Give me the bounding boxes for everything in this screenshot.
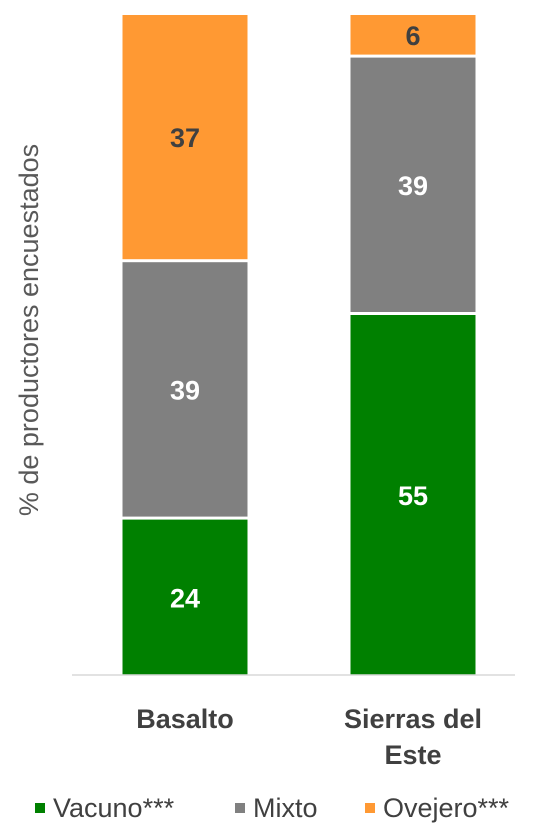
data-label: 39 — [170, 375, 200, 405]
category-label: Sierras del — [344, 704, 482, 734]
data-label: 24 — [170, 583, 200, 613]
bar-mixto-0 — [122, 262, 248, 517]
category-labels-group: Basalto Sierras del Este — [136, 704, 482, 770]
category-label: Basalto — [136, 704, 234, 734]
legend-swatch — [235, 803, 245, 813]
legend: Vacuno*** Mixto Ovejero*** — [35, 793, 510, 823]
bars-group — [122, 15, 476, 675]
y-axis-label: % de productores encuestados — [14, 144, 44, 516]
bar-vacuno-0 — [122, 519, 248, 675]
bar-mixto-1 — [350, 57, 476, 312]
bar-vacuno-1 — [350, 315, 476, 675]
legend-swatch — [365, 803, 375, 813]
data-label: 6 — [405, 21, 420, 51]
legend-label: Mixto — [253, 793, 318, 823]
category-label: Este — [384, 740, 441, 770]
data-label: 39 — [398, 171, 428, 201]
bar-ovejero-1 — [350, 15, 476, 55]
data-labels-group: 24 39 37 55 39 6 — [170, 21, 428, 613]
legend-swatch — [35, 803, 45, 813]
legend-label: Vacuno*** — [53, 793, 175, 823]
data-label: 37 — [170, 123, 200, 153]
legend-label: Ovejero*** — [383, 793, 510, 823]
data-label: 55 — [398, 481, 428, 511]
bar-ovejero-0 — [122, 15, 248, 260]
